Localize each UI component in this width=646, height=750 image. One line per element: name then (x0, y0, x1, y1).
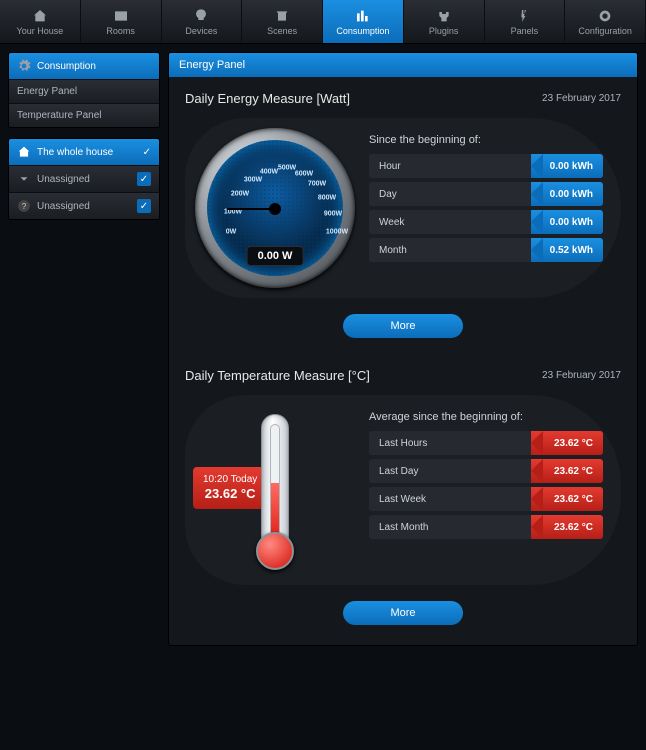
stat-value: 23.62 °C (531, 459, 603, 483)
sidebar-filter-panel: The whole house ✓ Unassigned ✓ ? Unassig… (8, 138, 160, 220)
stat-value: 23.62 °C (531, 431, 603, 455)
stat-label: Last Day (369, 466, 531, 477)
stat-label: Day (369, 189, 531, 200)
stat-value: 23.62 °C (531, 515, 603, 539)
house-icon (17, 145, 31, 159)
energy-date: 23 February 2017 (542, 93, 621, 104)
gauge-tick: 1000W (326, 229, 348, 236)
gauge-value: 0.00 W (247, 246, 304, 266)
nav-devices[interactable]: Devices (162, 0, 243, 43)
gauge-needle (227, 208, 275, 210)
nav-your-house[interactable]: Your House (0, 0, 81, 43)
panel-icon (515, 8, 533, 24)
rooms-icon (112, 8, 130, 24)
device-icon (192, 8, 210, 24)
stat-row: Last Month23.62 °C (369, 515, 603, 539)
question-icon: ? (17, 199, 31, 213)
stat-label: Week (369, 217, 531, 228)
gauge-tick: 500W (278, 165, 296, 172)
consumption-icon (354, 8, 372, 24)
svg-text:?: ? (22, 202, 27, 211)
nav-scenes[interactable]: Scenes (242, 0, 323, 43)
gauge-tick: 300W (244, 177, 262, 184)
checkbox-icon[interactable]: ✓ (137, 199, 151, 213)
sidebar-filter-item[interactable]: ? Unassigned ✓ (9, 192, 159, 219)
stat-value: 0.00 kWh (531, 154, 603, 178)
temp-date: 23 February 2017 (542, 370, 621, 381)
sidebar-item-energy[interactable]: Energy Panel (9, 79, 159, 103)
sidebar-nav-head[interactable]: Consumption (9, 53, 159, 79)
stat-value: 0.52 kWh (531, 238, 603, 262)
nav-configuration[interactable]: Configuration (565, 0, 646, 43)
plugin-icon (435, 8, 453, 24)
chevron-down-icon (17, 172, 31, 186)
energy-title: Daily Energy Measure [Watt] (185, 91, 350, 106)
nav-rooms[interactable]: Rooms (81, 0, 162, 43)
stat-row: Hour0.00 kWh (369, 154, 603, 178)
energy-gauge: 0W100W200W300W400W500W600W700W800W900W10… (195, 128, 355, 288)
stat-value: 0.00 kWh (531, 210, 603, 234)
config-icon (596, 8, 614, 24)
temp-title: Daily Temperature Measure [°C] (185, 368, 370, 383)
stat-row: Last Hours23.62 °C (369, 431, 603, 455)
thermometer: 10:20 Today 23.62 °C (195, 405, 355, 575)
nav-panels[interactable]: Panels (485, 0, 566, 43)
more-button[interactable]: More (343, 314, 463, 338)
stat-row: Day0.00 kWh (369, 182, 603, 206)
sidebar-item-temperature[interactable]: Temperature Panel (9, 103, 159, 127)
stat-row: Last Day23.62 °C (369, 459, 603, 483)
sidebar-filter-item[interactable]: Unassigned ✓ (9, 165, 159, 192)
sidebar-filter-title: The whole house (37, 147, 113, 158)
stat-value: 23.62 °C (531, 487, 603, 511)
gauge-tick: 200W (231, 191, 249, 198)
sidebar-filter-head[interactable]: The whole house ✓ (9, 139, 159, 165)
energy-stats-title: Since the beginning of: (369, 134, 603, 146)
panel-title: Energy Panel (169, 53, 637, 77)
top-nav: Your HouseRoomsDevicesScenesConsumptionP… (0, 0, 646, 44)
checkbox-icon[interactable]: ✓ (143, 147, 151, 158)
sidebar-nav-title: Consumption (37, 61, 96, 72)
stat-label: Last Week (369, 494, 531, 505)
gear-icon (17, 59, 31, 73)
stat-value: 0.00 kWh (531, 182, 603, 206)
nav-consumption[interactable]: Consumption (323, 0, 404, 43)
scene-icon (273, 8, 291, 24)
more-button[interactable]: More (343, 601, 463, 625)
stat-label: Last Hours (369, 438, 531, 449)
temp-stats-title: Average since the beginning of: (369, 411, 603, 423)
gauge-tick: 400W (260, 169, 278, 176)
stat-label: Month (369, 245, 531, 256)
nav-plugins[interactable]: Plugins (404, 0, 485, 43)
stat-row: Month0.52 kWh (369, 238, 603, 262)
gauge-tick: 700W (308, 181, 326, 188)
checkbox-icon[interactable]: ✓ (137, 172, 151, 186)
energy-panel: Energy Panel Daily Energy Measure [Watt]… (168, 52, 638, 646)
stat-row: Week0.00 kWh (369, 210, 603, 234)
gauge-tick: 900W (324, 211, 342, 218)
stat-row: Last Week23.62 °C (369, 487, 603, 511)
stat-label: Last Month (369, 522, 531, 533)
gauge-tick: 600W (295, 171, 313, 178)
gauge-tick: 0W (226, 229, 237, 236)
stat-label: Hour (369, 161, 531, 172)
sidebar-nav-panel: Consumption Energy Panel Temperature Pan… (8, 52, 160, 128)
home-icon (31, 8, 49, 24)
gauge-tick: 800W (318, 195, 336, 202)
